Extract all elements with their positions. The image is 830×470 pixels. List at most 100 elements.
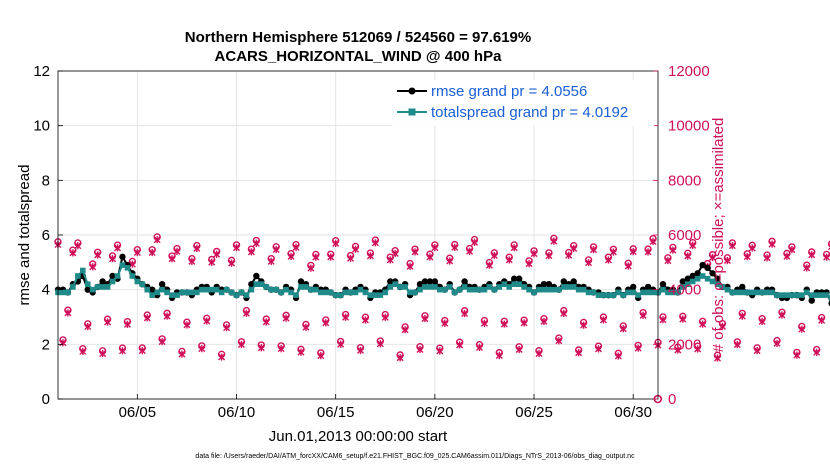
totalspread-point xyxy=(352,289,359,296)
totalspread-point xyxy=(109,278,116,285)
totalspread-point xyxy=(818,292,825,298)
totalspread-point xyxy=(99,284,106,290)
obs-assimilated-marker xyxy=(242,309,250,317)
rmse-point xyxy=(560,278,567,285)
obs-assimilated-marker xyxy=(416,345,424,354)
totalspread-point xyxy=(749,289,756,296)
totalspread-point xyxy=(605,292,612,298)
totalspread-point xyxy=(526,286,532,293)
totalspread-point xyxy=(704,275,711,282)
totalspread-point xyxy=(332,292,339,298)
obs-assimilated-marker xyxy=(118,347,126,355)
rmse-point xyxy=(714,275,721,282)
obs-assimilated-marker xyxy=(614,352,622,360)
obs-assimilated-marker xyxy=(84,322,92,331)
totalspread-point xyxy=(506,284,513,290)
rmse-point xyxy=(248,281,255,288)
obs-assimilated-marker xyxy=(352,245,360,253)
obs-assimilated-marker xyxy=(570,244,578,253)
x-tick-label: 06/05 xyxy=(119,404,157,421)
totalspread-point xyxy=(119,262,126,268)
totalspread-point xyxy=(318,289,324,296)
totalspread-point xyxy=(446,284,453,290)
legend: rmse grand pr = 4.0556 totalspread grand… xyxy=(392,80,654,126)
obs-assimilated-marker xyxy=(649,237,657,246)
obs-assimilated-marker xyxy=(451,243,459,251)
totalspread-point xyxy=(367,292,374,298)
obs-assimilated-marker xyxy=(396,354,404,362)
totalspread-point xyxy=(590,289,597,296)
obs-assimilated-marker xyxy=(728,242,736,250)
obs-assimilated-marker xyxy=(69,249,77,257)
obs-assimilated-marker xyxy=(94,251,102,259)
totalspread-point xyxy=(794,292,800,298)
obs-assimilated-marker xyxy=(575,349,583,357)
obs-assimilated-marker xyxy=(109,255,117,263)
obs-assimilated-marker xyxy=(148,248,156,257)
totalspread-point xyxy=(89,286,96,293)
totalspread-point xyxy=(486,284,493,290)
totalspread-point xyxy=(784,292,790,298)
totalspread-point xyxy=(203,286,210,293)
totalspread-point xyxy=(357,286,364,293)
x-tick-label: 06/25 xyxy=(515,404,553,421)
obs-assimilated-marker xyxy=(585,259,593,267)
totalspread-point xyxy=(546,286,552,293)
rmse-point xyxy=(704,264,711,271)
rmse-point xyxy=(694,270,701,277)
x-axis-label: Jun.01,2013 00:00:00 start xyxy=(269,428,448,445)
totalspread-point xyxy=(719,284,726,290)
totalspread-point xyxy=(248,286,255,293)
totalspread-point xyxy=(551,286,557,293)
totalspread-point xyxy=(536,286,542,293)
obs-assimilated-marker xyxy=(590,246,598,254)
totalspread-point xyxy=(665,289,671,296)
obs-assimilated-marker xyxy=(525,260,533,268)
obs-assimilated-marker xyxy=(277,345,285,353)
obs-assimilated-marker xyxy=(168,255,176,263)
obs-assimilated-marker xyxy=(342,313,350,321)
obs-assimilated-marker xyxy=(237,340,245,349)
totalspread-point xyxy=(595,292,602,298)
totalspread-point xyxy=(496,284,503,290)
obs-assimilated-marker xyxy=(317,352,325,360)
obs-assimilated-marker xyxy=(193,244,201,252)
totalspread-point xyxy=(779,292,785,298)
obs-assimilated-marker xyxy=(198,345,206,353)
obs-assimilated-marker xyxy=(738,312,746,320)
y-right-tick-label: 2000 xyxy=(668,336,701,353)
obs-assimilated-marker xyxy=(381,313,389,321)
x-tick-label: 06/15 xyxy=(317,404,355,421)
footer-data-file: data file: /Users/raeder/DAI/ATM_forcXX/… xyxy=(195,453,635,460)
obs-assimilated-marker xyxy=(555,337,563,345)
totalspread-point xyxy=(799,292,805,298)
obs-assimilated-marker xyxy=(178,350,186,358)
totalspread-point xyxy=(362,289,369,296)
obs-assimilated-marker xyxy=(823,253,830,261)
rmse-point xyxy=(540,281,548,288)
obs-assimilated-marker xyxy=(287,252,295,261)
totalspread-point xyxy=(684,281,691,287)
obs-assimilated-marker xyxy=(714,354,721,362)
totalspread-point xyxy=(60,289,66,296)
legend-spread-marker xyxy=(408,108,416,116)
totalspread-point xyxy=(174,292,180,298)
totalspread-point xyxy=(293,292,299,298)
y-right-tick-label: 6000 xyxy=(668,227,701,244)
totalspread-point xyxy=(516,281,522,287)
obs-assimilated-marker xyxy=(530,250,538,258)
obs-assimilated-marker xyxy=(223,324,231,332)
y-left-tick-label: 2 xyxy=(42,336,50,353)
obs-assimilated-marker xyxy=(768,240,776,248)
obs-assimilated-marker xyxy=(510,244,518,252)
obs-assimilated-marker xyxy=(783,252,791,260)
totalspread-point xyxy=(208,286,215,293)
obs-assimilated-marker xyxy=(391,249,399,258)
obs-assimilated-marker xyxy=(773,339,781,348)
totalspread-point xyxy=(84,281,91,287)
obs-assimilated-marker xyxy=(485,261,493,269)
totalspread-point xyxy=(407,289,413,296)
obs-assimilated-marker xyxy=(758,317,766,326)
totalspread-point xyxy=(154,289,160,296)
obs-assimilated-marker xyxy=(431,244,439,252)
